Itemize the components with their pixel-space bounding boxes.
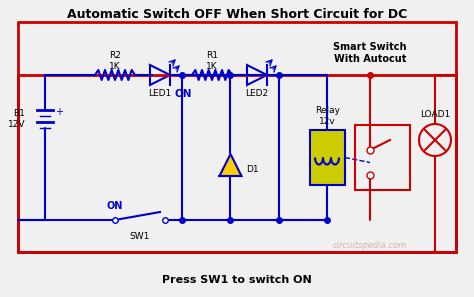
Text: LED1: LED1 (148, 89, 172, 98)
Text: Automatic Switch OFF When Short Circuit for DC: Automatic Switch OFF When Short Circuit … (67, 7, 407, 20)
Bar (18, 22, 456, 252)
Text: D1: D1 (246, 165, 259, 173)
Bar (310, 130, 345, 185)
Bar (355, 125, 410, 190)
Text: B1
12V: B1 12V (8, 109, 25, 129)
Text: circuitspedia.com: circuitspedia.com (333, 241, 407, 249)
Text: ON: ON (175, 89, 192, 99)
Text: R2
1K: R2 1K (109, 51, 121, 71)
Text: R1
1K: R1 1K (206, 51, 218, 71)
Text: Smart Switch
With Autocut: Smart Switch With Autocut (333, 42, 407, 64)
Text: Relay
12v: Relay 12v (315, 106, 340, 126)
Text: +: + (55, 107, 63, 117)
Text: Press SW1 to switch ON: Press SW1 to switch ON (162, 275, 312, 285)
Polygon shape (219, 154, 241, 176)
Text: LOAD1: LOAD1 (420, 110, 450, 119)
Text: SW1: SW1 (130, 232, 150, 241)
Text: ON: ON (107, 201, 123, 211)
Text: LED2: LED2 (246, 89, 269, 98)
